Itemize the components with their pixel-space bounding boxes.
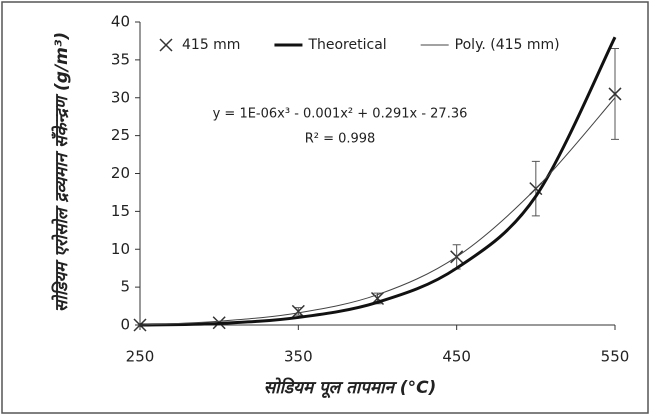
- y-tick-label: 0: [120, 316, 130, 334]
- x-tick-label: 350: [284, 348, 313, 366]
- equation: y = 1E-06x³ - 0.001x² + 0.291x - 27.36: [213, 107, 468, 122]
- y-tick-label: 5: [120, 278, 130, 296]
- y-axis-title: सोडियम एरोसोल द्रव्यमान सँकेन्द्रण (g/m³…: [51, 32, 72, 312]
- legend-label: Poly. (415 mm): [455, 37, 560, 53]
- y-tick-label: 30: [111, 88, 130, 106]
- marker: [608, 87, 622, 101]
- legend-label: Theoretical: [307, 37, 386, 53]
- series-line: [139, 36, 617, 327]
- y-tick-label: 15: [111, 202, 130, 220]
- legend: 415 mm Theoretical Poly. (415 mm): [159, 37, 560, 53]
- marker: [291, 304, 305, 318]
- y-tick-label: 10: [111, 240, 130, 258]
- y-tick-label: 35: [111, 50, 130, 68]
- x-tick-label: 450: [442, 348, 471, 366]
- legend-label: 415 mm: [182, 37, 240, 53]
- series-line: [139, 97, 616, 326]
- y-tick-label: 20: [111, 164, 130, 182]
- y-tick-label: 40: [111, 13, 130, 31]
- marker: [159, 38, 173, 52]
- y-tick-label: 25: [111, 126, 130, 144]
- x-tick-label: 550: [601, 348, 630, 366]
- x-axis-title: सोडियम पूल तापमान (°C): [264, 377, 437, 399]
- x-tick-label: 250: [126, 348, 155, 366]
- r-squared: R² = 0.998: [305, 132, 376, 147]
